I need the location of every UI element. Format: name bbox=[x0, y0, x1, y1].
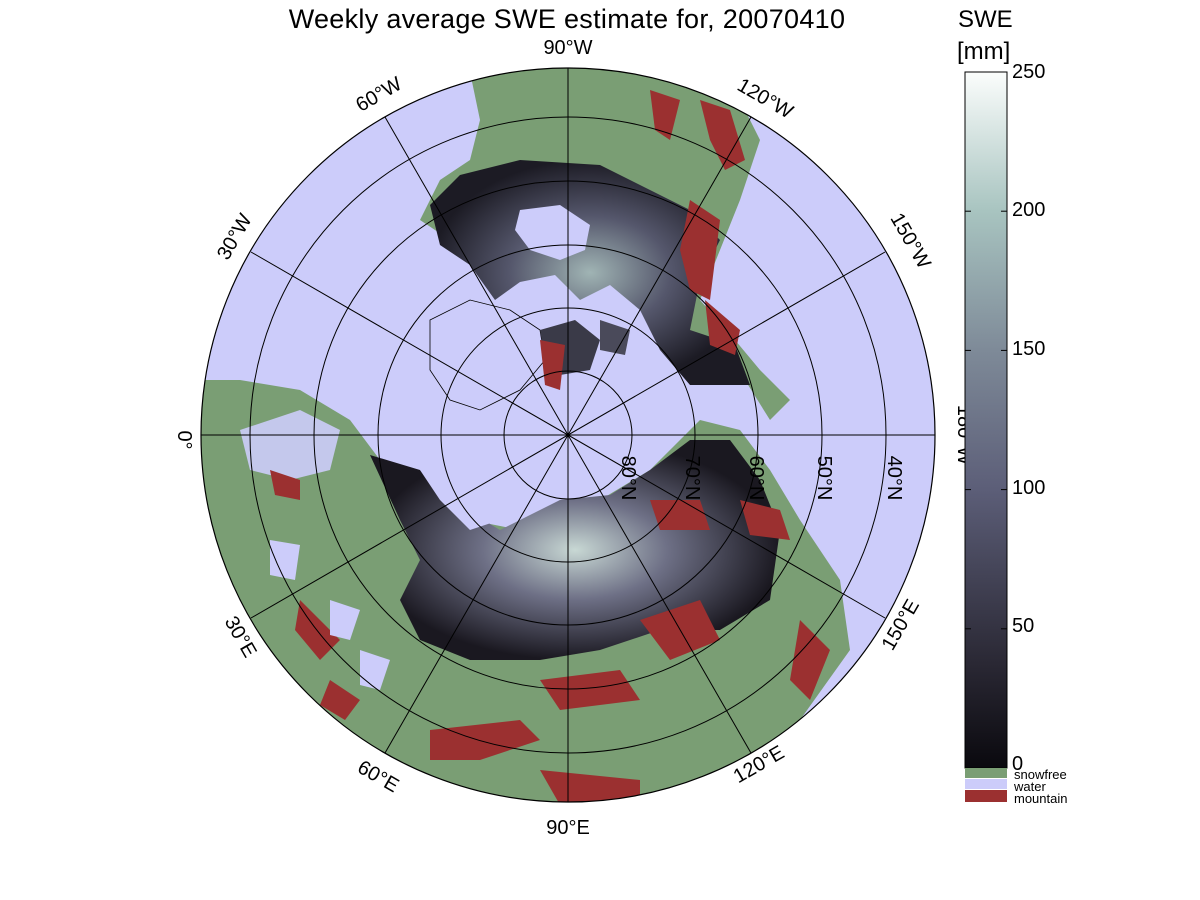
colorbar-tick-250: 250 bbox=[1012, 61, 1046, 83]
colorbar-ticks bbox=[965, 71, 1007, 769]
colorbar-tick-0: 0 bbox=[1012, 753, 1024, 775]
legend-swatch-water bbox=[965, 779, 1007, 789]
colorbar-tick-100: 100 bbox=[1012, 477, 1046, 499]
legend-label-snowfree: snowfree bbox=[1014, 767, 1067, 782]
colorbar-gradient bbox=[964, 71, 1008, 769]
map-title: Weekly average SWE estimate for, 2007041… bbox=[288, 4, 846, 34]
map-border bbox=[200, 67, 936, 803]
lat-label-50n: 50°N bbox=[813, 456, 835, 501]
legend-label-water: water bbox=[1014, 779, 1046, 794]
legend-swatch-mountain bbox=[965, 790, 1007, 802]
colorbar bbox=[964, 71, 1008, 802]
land-layer bbox=[201, 68, 850, 802]
colorbar-tick-200: 200 bbox=[1012, 199, 1046, 221]
latitude-labels: 80°N 70°N 60°N 50°N 40°N bbox=[617, 456, 905, 501]
meridians bbox=[201, 68, 935, 802]
lat-label-40n: 40°N bbox=[883, 456, 905, 501]
legend-label-mountain: mountain bbox=[1014, 791, 1068, 806]
lat-label-70n: 70°N bbox=[681, 456, 703, 501]
colorbar-unit: [mm] bbox=[957, 38, 1011, 65]
lon-label-90e: 90°E bbox=[546, 817, 590, 839]
lon-label-0: 0° bbox=[173, 430, 195, 449]
lon-label-90w: 90°W bbox=[543, 37, 592, 59]
lat-label-80n: 80°N bbox=[617, 456, 639, 501]
legend-swatch-snowfree bbox=[965, 768, 1007, 778]
lat-label-60n: 60°N bbox=[745, 456, 767, 501]
colorbar-title: SWE bbox=[958, 6, 1013, 33]
lon-label-60e: 60°E bbox=[354, 756, 403, 797]
lon-label-150w: 150°W bbox=[886, 209, 935, 272]
colorbar-tick-150: 150 bbox=[1012, 338, 1046, 360]
colorbar-tick-50: 50 bbox=[1012, 615, 1035, 637]
